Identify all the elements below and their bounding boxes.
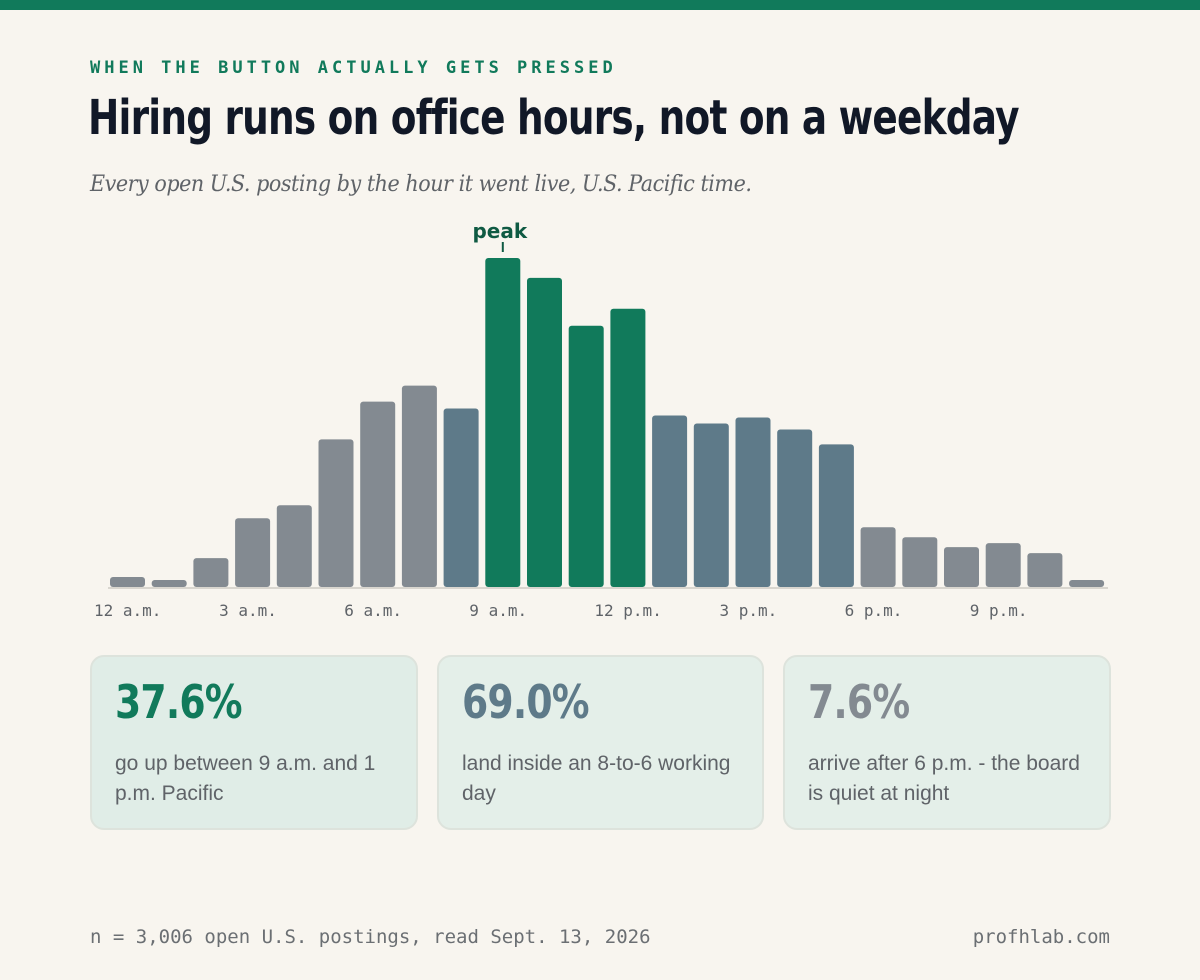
page-subtitle: Every open U.S. posting by the hour it w… [90,172,752,197]
peak-annotation: peak [472,219,528,252]
x-tick-label: 6 a.m. [344,601,402,620]
bar-11-p-m [1069,580,1105,587]
x-tick-labels: 12 a.m. 3 a.m. 6 a.m. 9 a.m. 12 p.m. 3 p.m. 6 … [94,601,1027,620]
x-tick-label: 9 p.m. [970,601,1028,620]
hourly-postings-bar-chart: 12 a.m. 3 a.m. 6 a.m. 9 a.m. 12 p.m. 3 p.m. 6 … [94,219,1108,620]
bar-12-a-m [110,577,145,587]
bar-9-a-m [485,258,521,587]
bar-8-a-m [443,408,479,587]
bar-8-p-m [944,547,979,587]
bar-3-a-m [235,518,271,587]
stat-card-peak-window: 37.6% go up between 9 a.m. and 1 p.m. Pa… [90,655,418,830]
bar-10-a-m [527,277,562,587]
page-title: Hiring runs on office hours, not on a we… [88,90,1020,146]
source-link[interactable]: profhlab.com [972,926,1110,948]
stat-description: land inside an 8-to-6 working day [462,752,731,805]
bar-6-a-m [360,401,396,587]
sample-note: n = 3,006 open U.S. postings, read Sept.… [90,926,651,948]
x-tick-label: 9 a.m. [469,601,527,620]
bar-5-p-m [818,444,854,587]
stat-value: 7.6% [808,675,910,729]
stat-card-after-hours: 7.6% arrive after 6 p.m. - the board is … [783,655,1111,830]
stat-value: 69.0% [462,675,590,729]
stat-description: arrive after 6 p.m. - the board is quiet… [808,752,1080,805]
bar-7-p-m [902,537,938,587]
x-tick-label: 3 p.m. [720,601,778,620]
bar-6-p-m [860,527,896,587]
bar-11-a-m [568,325,604,587]
x-tick-label: 3 a.m. [219,601,277,620]
bar-10-p-m [1027,553,1063,587]
bar-1-p-m [652,415,688,587]
bar-9-p-m [985,543,1021,587]
bar-12-p-m [610,308,646,587]
stat-value: 37.6% [115,675,243,729]
bar-7-a-m [401,385,437,587]
kicker-text: WHEN THE BUTTON ACTUALLY GETS PRESSED [90,58,617,78]
bar-2-a-m [193,558,229,587]
bar-2-p-m [693,423,729,587]
bar-4-p-m [777,429,813,587]
peak-label: peak [472,219,527,243]
x-tick-label: 12 a.m. [94,601,161,620]
x-tick-label: 6 p.m. [845,601,903,620]
bar-1-a-m [151,580,187,587]
bar-3-p-m [735,417,771,587]
bar-5-a-m [318,439,354,587]
top-accent-bar [0,0,1200,10]
bar-group [110,258,1105,587]
x-tick-label: 12 p.m. [594,601,661,620]
stat-description: go up between 9 a.m. and 1 p.m. Pacific [115,752,376,805]
bar-4-a-m [276,505,312,587]
stat-card-working-day: 69.0% land inside an 8-to-6 working day [437,655,764,830]
